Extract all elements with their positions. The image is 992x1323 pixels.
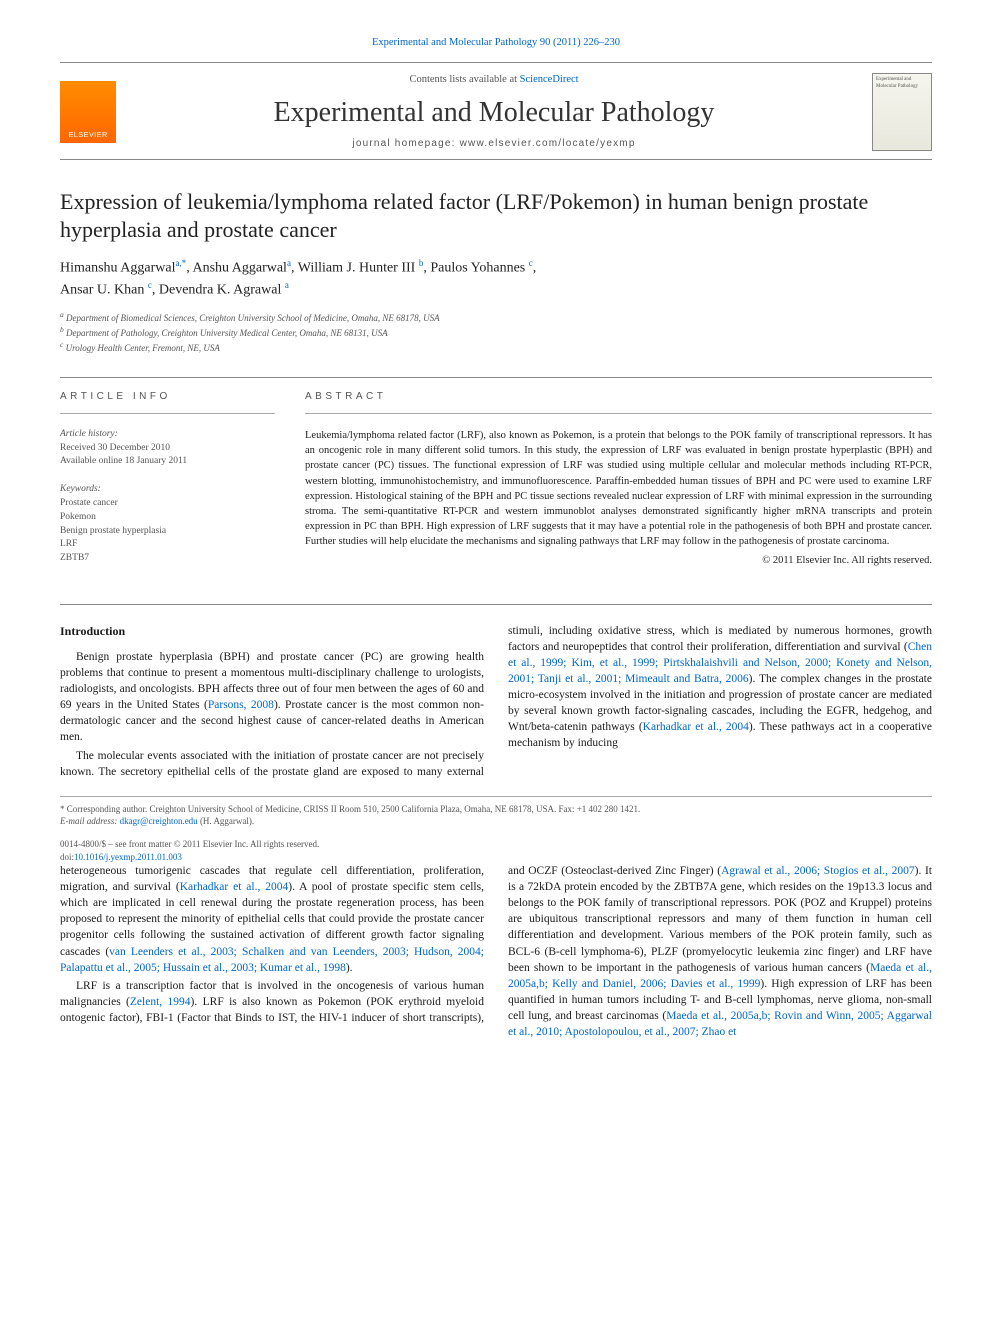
body-paragraph: Benign prostate hyperplasia (BPH) and pr…	[60, 649, 484, 746]
front-matter-footer: 0014-4800/$ – see front matter © 2011 El…	[60, 838, 932, 863]
info-abstract-row: ARTICLE INFO Article history: Received 3…	[60, 377, 932, 579]
masthead-center: Contents lists available at ScienceDirec…	[130, 73, 858, 150]
body-columns: Introduction Benign prostate hyperplasia…	[60, 623, 932, 1040]
contents-prefix: Contents lists available at	[409, 74, 519, 85]
journal-name: Experimental and Molecular Pathology	[130, 94, 858, 132]
cover-text: Experimental and Molecular Pathology	[876, 77, 928, 91]
doi-link[interactable]: 10.1016/j.yexmp.2011.01.003	[74, 852, 182, 862]
abstract-column: ABSTRACT Leukemia/lymphoma related facto…	[305, 390, 932, 579]
publisher-logo-text: ELSEVIER	[68, 130, 107, 140]
sciencedirect-link[interactable]: ScienceDirect	[520, 74, 579, 85]
history-head: Article history:	[60, 428, 275, 442]
author-5[interactable]: Ansar U. Khan	[60, 282, 148, 297]
body-section: Introduction Benign prostate hyperplasia…	[60, 604, 932, 1040]
online-date: Available online 18 January 2011	[60, 455, 275, 469]
author-sep: ,	[533, 261, 537, 276]
keywords-block: Keywords: Prostate cancer Pokemon Benign…	[60, 483, 275, 566]
abstract-label: ABSTRACT	[305, 390, 932, 414]
introduction-heading: Introduction	[60, 623, 484, 639]
article-info-column: ARTICLE INFO Article history: Received 3…	[60, 390, 275, 579]
journal-citation[interactable]: Experimental and Molecular Pathology 90 …	[60, 36, 932, 50]
corr-email-line: E-mail address: dkagr@creighton.edu (H. …	[60, 815, 932, 828]
citation-link[interactable]: Zelent, 1994	[130, 996, 191, 1008]
homepage-url[interactable]: www.elsevier.com/locate/yexmp	[460, 138, 636, 149]
author-3[interactable]: , William J. Hunter III	[291, 261, 419, 276]
keywords-head: Keywords:	[60, 483, 275, 497]
affiliation-c: c Urology Health Center, Fremont, NE, US…	[60, 340, 932, 355]
keyword: Benign prostate hyperplasia	[60, 525, 275, 539]
keyword: ZBTB7	[60, 552, 275, 566]
contents-available: Contents lists available at ScienceDirec…	[130, 73, 858, 87]
citation-link[interactable]: Karhadkar et al., 2004	[643, 721, 749, 733]
article-title: Expression of leukemia/lymphoma related …	[60, 188, 932, 243]
article-history: Article history: Received 30 December 20…	[60, 428, 275, 469]
journal-homepage: journal homepage: www.elsevier.com/locat…	[130, 137, 858, 151]
keyword: Pokemon	[60, 511, 275, 525]
keyword: LRF	[60, 538, 275, 552]
author-1[interactable]: Himanshu Aggarwal	[60, 261, 175, 276]
email-link[interactable]: dkagr@creighton.edu	[120, 816, 198, 826]
abstract-copyright: © 2011 Elsevier Inc. All rights reserved…	[305, 554, 932, 568]
citation-link[interactable]: Parsons, 2008	[208, 699, 274, 711]
citation-link[interactable]: Agrawal et al., 2006; Stogios et al., 20…	[721, 865, 915, 877]
doi-line: doi:10.1016/j.yexmp.2011.01.003	[60, 851, 932, 864]
affiliation-a: a Department of Biomedical Sciences, Cre…	[60, 310, 932, 325]
affiliations: a Department of Biomedical Sciences, Cre…	[60, 310, 932, 355]
abstract-text: Leukemia/lymphoma related factor (LRF), …	[305, 428, 932, 550]
homepage-prefix: journal homepage:	[352, 138, 459, 149]
article-info-label: ARTICLE INFO	[60, 390, 275, 414]
keyword: Prostate cancer	[60, 497, 275, 511]
author-6[interactable]: , Devendra K. Agrawal	[152, 282, 285, 297]
masthead: ELSEVIER Contents lists available at Sci…	[60, 62, 932, 160]
email-suffix: (H. Aggarwal).	[198, 816, 254, 826]
affiliation-b: b Department of Pathology, Creighton Uni…	[60, 325, 932, 340]
publisher-logo[interactable]: ELSEVIER	[60, 81, 116, 143]
citation-link[interactable]: van Leenders et al., 2003; Schalken and …	[60, 946, 484, 974]
affil-sup-a3[interactable]: a	[285, 280, 289, 290]
journal-cover-thumbnail[interactable]: Experimental and Molecular Pathology	[872, 73, 932, 151]
corresponding-author-footer: * Corresponding author. Creighton Univer…	[60, 796, 932, 828]
received-date: Received 30 December 2010	[60, 442, 275, 456]
author-2[interactable]: , Anshu Aggarwal	[186, 261, 287, 276]
citation-link[interactable]: Karhadkar et al., 2004	[180, 881, 289, 893]
corr-address: * Corresponding author. Creighton Univer…	[60, 803, 932, 816]
body-paragraph: heterogeneous tumorigenic cascades that …	[60, 863, 484, 976]
author-list: Himanshu Aggarwala,*, Anshu Aggarwala, W…	[60, 257, 932, 300]
doi-label: doi:	[60, 852, 74, 862]
author-4[interactable]: , Paulos Yohannes	[423, 261, 528, 276]
email-label: E-mail address:	[60, 816, 120, 826]
front-matter-text: 0014-4800/$ – see front matter © 2011 El…	[60, 838, 932, 851]
